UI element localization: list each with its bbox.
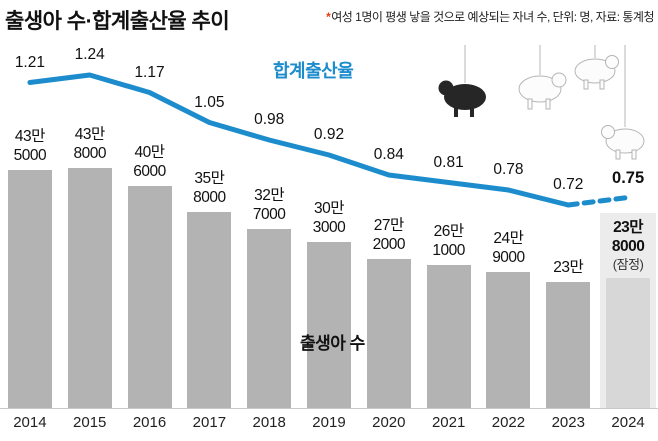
rate-label-2014: 1.21 — [14, 53, 45, 71]
x-axis-label-2023: 2023 — [551, 414, 585, 431]
bar-value-label-2017: 35만 8000 — [193, 170, 226, 206]
bar-2014 — [7, 170, 52, 408]
x-axis-label-2018: 2018 — [252, 414, 286, 431]
bar-value-label-2023: 23만 — [553, 259, 584, 276]
bar-2021 — [426, 265, 471, 408]
bar-value-label-2021: 26만 1000 — [432, 223, 465, 259]
rate-label-2021: 0.81 — [433, 153, 464, 171]
rate-label-2024: 0.75 — [612, 168, 645, 187]
x-axis-label-2022: 2022 — [491, 414, 526, 431]
chart-note: *여성 1명이 평생 낳을 것으로 예상되는 자녀 수, 단위: 명, 자료: … — [326, 8, 654, 25]
rate-label-2016: 1.17 — [134, 63, 165, 81]
bar-2022 — [486, 272, 531, 408]
bar-value-label-2015: 43만 8000 — [73, 126, 106, 162]
rate-label-2018: 0.98 — [254, 111, 285, 128]
rate-label-2022: 0.78 — [493, 161, 524, 178]
rate-label-2020: 0.84 — [373, 146, 404, 163]
fertility-line-dashed-provisional — [565, 195, 631, 208]
rate-label-2015: 1.24 — [74, 46, 105, 63]
bar-value-label-2024: 23만 8000 (잠정) — [611, 219, 645, 272]
note-text: 여성 1명이 평생 낳을 것으로 예상되는 자녀 수, 단위: 명, 자료: 통… — [331, 10, 654, 24]
bar-2019 — [307, 242, 351, 408]
white-sheep-icon — [518, 72, 567, 110]
note-asterisk: * — [326, 10, 331, 24]
bar-2020 — [366, 259, 411, 408]
x-axis-line — [0, 408, 658, 409]
mobile-strings — [464, 45, 626, 127]
bar-2023 — [546, 282, 591, 408]
x-axis-label-2020: 2020 — [372, 414, 406, 431]
x-axis-label-2014: 2014 — [13, 414, 47, 431]
x-axis-label-2016: 2016 — [132, 414, 167, 431]
x-axis-label-2017: 2017 — [192, 414, 227, 431]
bar-value-label-2020: 27만 2000 — [372, 217, 406, 253]
bar-2016 — [127, 186, 172, 408]
white-sheep-icon — [574, 55, 619, 90]
x-axis-label-2024: 2024 — [611, 414, 645, 431]
bar-value-label-2022: 24만 9000 — [492, 230, 525, 266]
fertility-series-label: 합계출산율 — [273, 61, 354, 81]
white-sheep-icon — [601, 125, 645, 160]
bar-value-label-2019: 30만 3000 — [312, 200, 346, 236]
bar-value-label-2014: 43만 5000 — [13, 128, 47, 164]
bar-value-label-2018: 32만 7000 — [252, 187, 286, 223]
bar-2017 — [187, 212, 232, 408]
black-sheep-icon — [438, 80, 486, 117]
x-axis-label-2015: 2015 — [73, 414, 107, 431]
rate-label-2017: 1.05 — [194, 93, 225, 111]
rate-label-2019: 0.92 — [313, 126, 345, 143]
bar-value-label-2016: 40만 6000 — [133, 144, 166, 180]
bar-2018 — [247, 229, 292, 408]
x-axis-label-2019: 2019 — [312, 414, 346, 431]
x-axis-label-2021: 2021 — [431, 414, 466, 431]
births-series-label: 출생아 수 — [300, 334, 365, 353]
bar-2015 — [67, 168, 112, 408]
bar-2024 — [606, 278, 651, 408]
chart-title: 출생아 수·합계출산율 추이 — [5, 10, 230, 33]
rate-label-2023: 0.72 — [553, 176, 584, 193]
